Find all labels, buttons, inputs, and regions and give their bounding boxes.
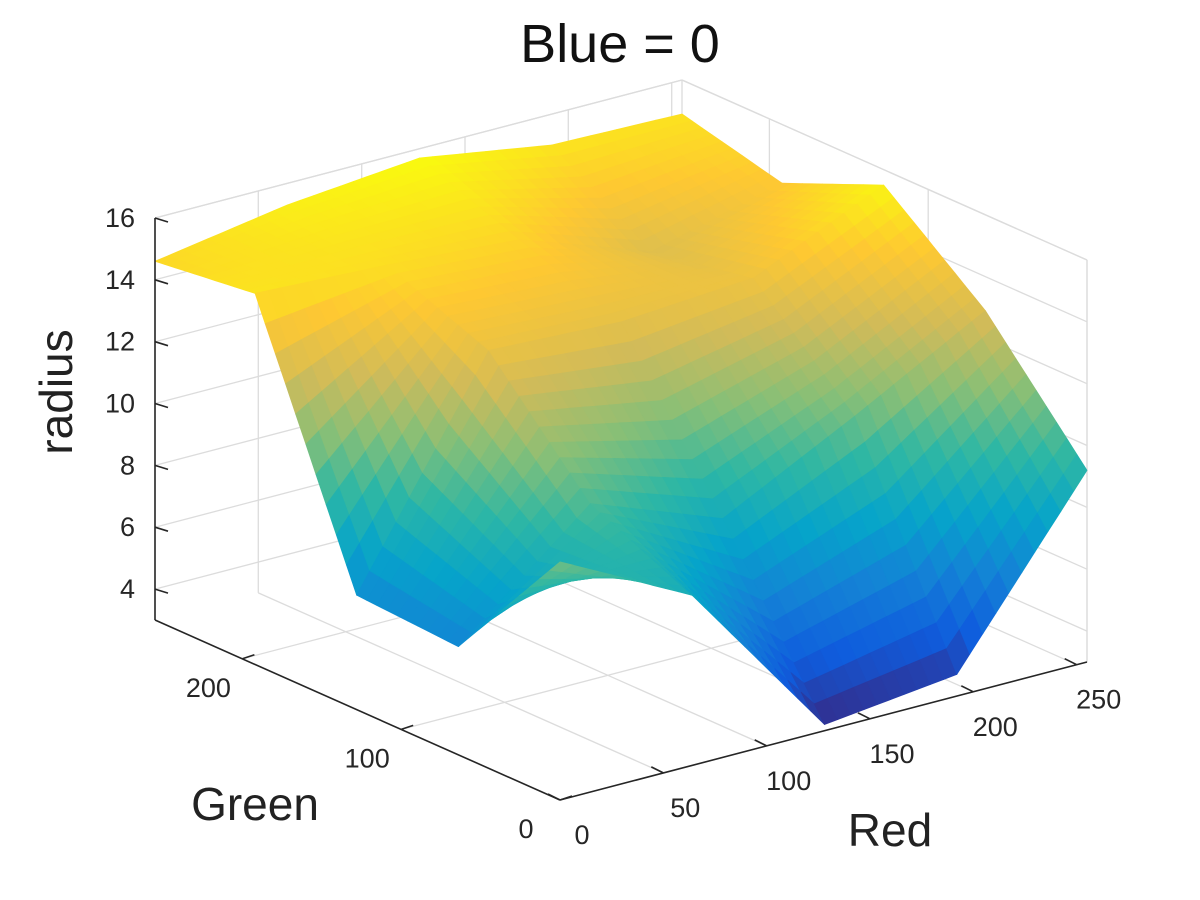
x-axis-label: Red	[848, 804, 932, 856]
x-tick	[857, 712, 871, 720]
y-tick-label: 100	[345, 743, 390, 773]
floor-gridline-x	[258, 592, 664, 774]
z-tick-label: 10	[105, 389, 135, 419]
side-wall-top-edge	[681, 79, 1088, 261]
x-tick-label: 150	[869, 739, 914, 769]
y-tick	[400, 724, 414, 731]
z-axis-label: radius	[30, 329, 82, 454]
x-axis-line	[559, 661, 1088, 801]
z-tick-label: 16	[105, 203, 135, 233]
chart-title: Blue = 0	[520, 14, 720, 74]
z-tick	[154, 340, 169, 347]
x-tick-label: 250	[1076, 685, 1121, 715]
surface-layer	[154, 113, 1088, 725]
x-tick	[547, 793, 561, 801]
x-tick	[754, 739, 768, 747]
y-tick	[559, 795, 573, 801]
x-tick-label: 0	[574, 820, 589, 850]
x-tick	[1064, 657, 1078, 666]
y-axis-label: Green	[191, 778, 319, 830]
z-tick	[154, 402, 169, 409]
x-tick-label: 200	[973, 712, 1018, 742]
axes-layer	[154, 218, 1088, 801]
back-wall-top-edge	[154, 79, 683, 219]
x-tick	[650, 766, 664, 774]
z-tick	[154, 588, 169, 594]
x-tick-label: 100	[766, 766, 811, 796]
ticks-layer: 0 50 100 150 200 250 0 100 200 4 6 8 10 12 14 16	[105, 203, 1121, 850]
z-tick-label: 4	[120, 574, 135, 604]
z-tick	[154, 526, 169, 532]
y-tick	[242, 654, 255, 660]
surface-patch	[1063, 453, 1088, 492]
z-tick	[154, 217, 169, 223]
z-tick	[154, 279, 169, 285]
z-tick-label: 12	[105, 327, 135, 357]
y-axis-line	[154, 619, 561, 801]
y-tick-label: 0	[518, 814, 533, 844]
z-tick-label: 8	[120, 450, 135, 480]
z-tick-label: 6	[120, 512, 135, 542]
x-tick	[960, 685, 974, 693]
z-tick-label: 14	[105, 265, 135, 295]
y-tick-label: 200	[186, 673, 231, 703]
z-tick	[154, 464, 169, 471]
x-tick-label: 50	[670, 793, 700, 823]
